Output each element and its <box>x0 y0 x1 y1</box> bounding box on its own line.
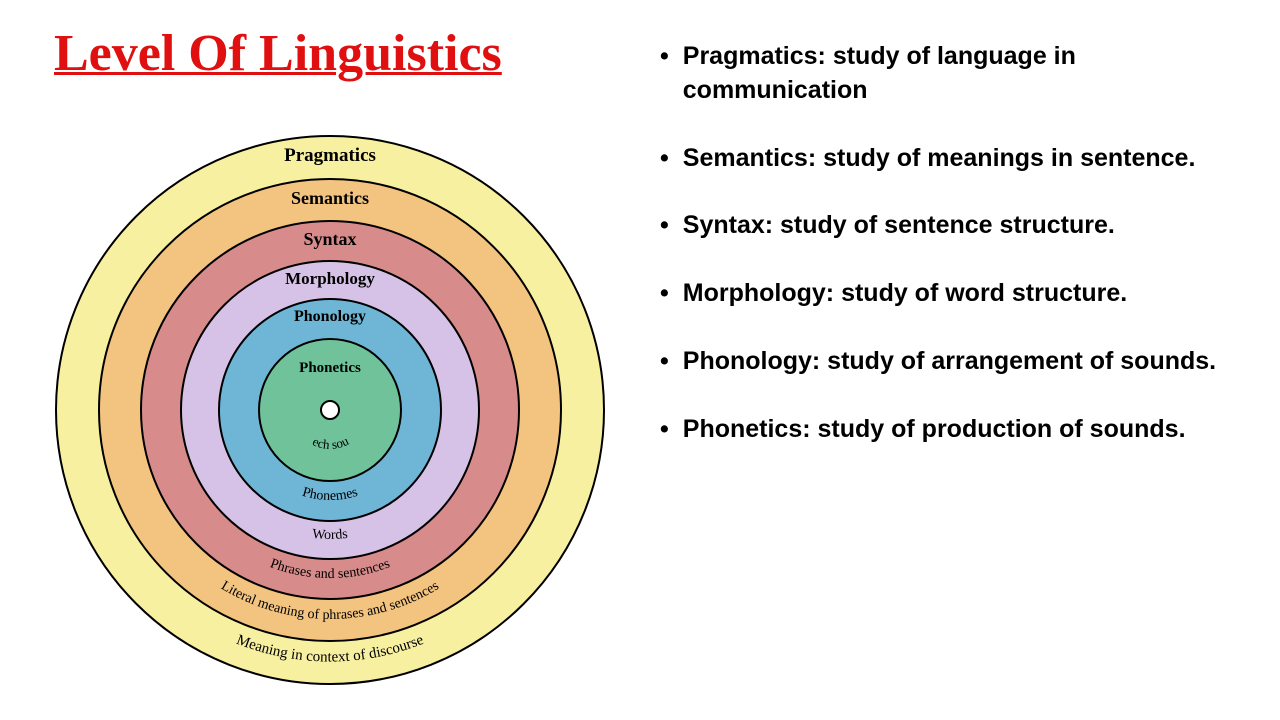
definition-text: Syntax: study of sentence structure. <box>683 209 1115 243</box>
definition-text: Phonetics: study of production of sounds… <box>683 413 1186 447</box>
ring-label-syntax: Syntax <box>303 229 356 250</box>
bullet-icon: • <box>660 142 669 176</box>
ring-label-semantics: Semantics <box>291 188 369 209</box>
ring-label-pragmatics: Pragmatics <box>284 145 376 167</box>
ring-label-phonology: Phonology <box>294 308 366 326</box>
definition-text: Morphology: study of word structure. <box>683 277 1127 311</box>
definition-text: Phonology: study of arrangement of sound… <box>683 345 1216 379</box>
definition-text: Pragmatics: study of language in communi… <box>683 40 1250 108</box>
bullet-icon: • <box>660 277 669 311</box>
center-dot <box>320 400 340 420</box>
ring-label-phonetics: Phonetics <box>299 360 361 377</box>
ring-label-morphology: Morphology <box>285 269 375 289</box>
definition-item: • Semantics: study of meanings in sentenc… <box>660 142 1250 176</box>
definition-text: Semantics: study of meanings in sentence… <box>683 142 1196 176</box>
concentric-diagram: Pragmatics Semantics Syntax Morphology P… <box>50 130 610 690</box>
definition-item: • Syntax: study of sentence structure. <box>660 209 1250 243</box>
page-title: Level Of Linguistics <box>54 24 502 83</box>
definition-item: • Phonology: study of arrangement of soun… <box>660 345 1250 379</box>
definitions-list: •Pragmatics: study of language in commun… <box>660 40 1250 480</box>
definition-item: •Pragmatics: study of language in commun… <box>660 40 1250 108</box>
bullet-icon: • <box>660 209 669 243</box>
bullet-icon: • <box>660 413 669 447</box>
definition-item: • Morphology: study of word structure. <box>660 277 1250 311</box>
bullet-icon: • <box>660 345 669 379</box>
bullet-icon: • <box>660 40 669 108</box>
definition-item: • Phonetics: study of production of sound… <box>660 413 1250 447</box>
